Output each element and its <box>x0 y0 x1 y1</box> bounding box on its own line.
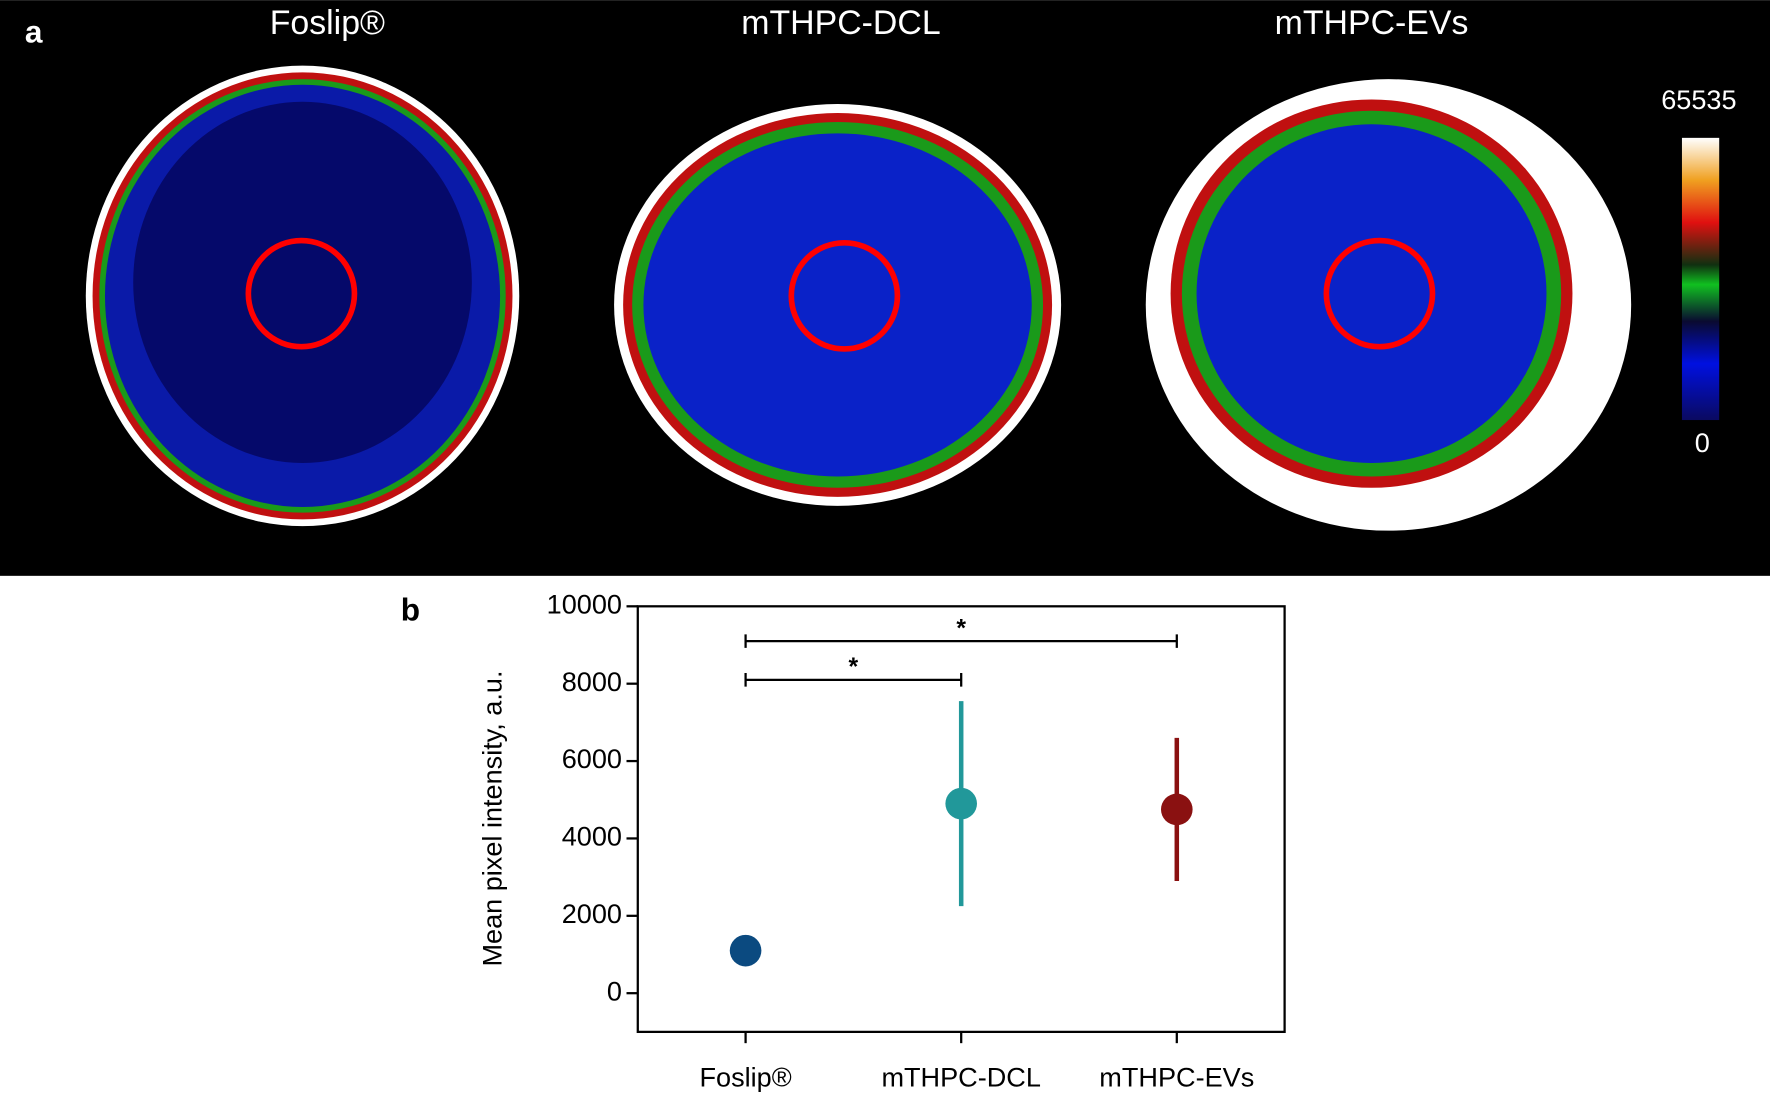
x-tick-label: mTHPC-DCL <box>881 1061 1040 1092</box>
x-tick-label: mTHPC-EVs <box>1099 1061 1254 1092</box>
significance-bracket <box>744 673 963 687</box>
point <box>945 787 977 820</box>
panel-label: a <box>25 13 43 49</box>
roi-circle <box>245 237 358 350</box>
significance-star: * <box>956 615 966 642</box>
y-tick-label: 2000 <box>562 898 622 929</box>
image-title: Foslip® <box>270 4 385 42</box>
significance-bracket <box>744 634 1178 648</box>
image-title: mTHPC-EVs <box>1275 4 1469 42</box>
panel-label: b <box>401 591 420 627</box>
y-tick-label: 4000 <box>562 821 622 852</box>
colorbar <box>1681 137 1720 421</box>
x-tick-label: Foslip® <box>699 1061 791 1092</box>
colorbar-min: 0 <box>1695 427 1710 458</box>
panel-a: 65535 0 a Foslip® mTHPC-DCL mTHPC-EVs <box>0 0 1770 576</box>
spheroid-foslip <box>85 65 520 527</box>
image-title: mTHPC-DCL <box>741 4 940 42</box>
point <box>1160 793 1193 826</box>
y-axis-label: Mean pixel intensity, a.u. <box>477 671 508 967</box>
y-tick-label: 10000 <box>547 588 622 619</box>
panel-b: b Mean pixel intensity, a.u. 0 2000 4000 60… <box>401 588 1286 1092</box>
spheroid-evs <box>1145 79 1632 531</box>
y-tick-label: 6000 <box>562 743 622 774</box>
significance-star: * <box>849 654 859 681</box>
colorbar-max: 65535 <box>1661 84 1736 115</box>
roi-circle <box>1323 237 1436 350</box>
roi-circle <box>788 240 901 352</box>
point <box>729 934 762 967</box>
y-tick-label: 0 <box>607 975 622 1006</box>
spheroid-dcl <box>614 103 1062 506</box>
y-tick-label: 8000 <box>562 666 622 697</box>
